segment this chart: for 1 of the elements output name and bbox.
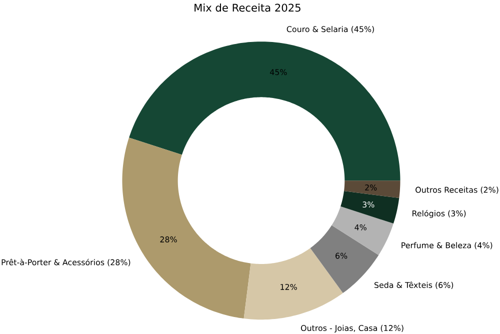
chart-title: Mix de Receita 2025 xyxy=(194,4,300,12)
